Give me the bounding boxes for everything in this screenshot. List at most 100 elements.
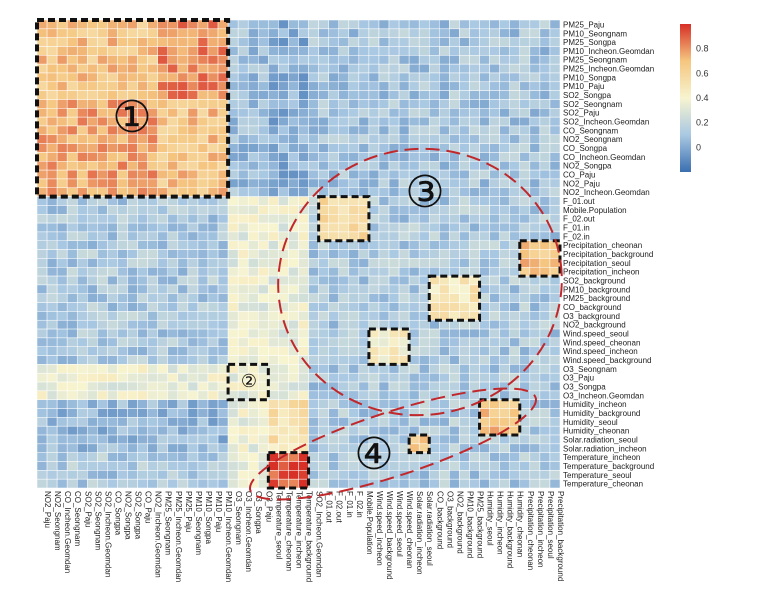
cell-52-46 [499, 478, 510, 489]
cell-26-9 [127, 249, 138, 259]
cell-34-0 [36, 319, 48, 330]
cell-28-37 [408, 267, 420, 277]
cell-6-40 [439, 72, 450, 83]
cell-32-33 [368, 302, 380, 312]
cell-15-28 [318, 152, 329, 162]
cell-6-33 [368, 72, 380, 83]
cell-16-1 [46, 161, 58, 171]
cell-24-25 [288, 231, 299, 241]
cell-34-7 [107, 319, 118, 330]
cell-4-11 [147, 55, 158, 65]
cell-10-3 [66, 108, 78, 118]
cell-32-12 [157, 302, 169, 312]
cell-42-35 [388, 390, 400, 400]
cell-37-11 [147, 346, 158, 356]
cell-28-17 [207, 267, 219, 277]
cell-22-25 [288, 214, 299, 224]
cell-52-41 [449, 478, 460, 489]
cell-48-28 [318, 443, 329, 453]
cell-22-1 [46, 214, 58, 224]
cell-10-40 [439, 108, 450, 118]
cell-26-35 [388, 249, 400, 259]
cell-2-36 [398, 37, 410, 47]
cell-11-17 [207, 116, 219, 127]
cell-0-37 [408, 19, 420, 30]
cell-43-39 [429, 399, 440, 409]
cell-16-20 [237, 161, 249, 171]
cell-22-46 [499, 214, 510, 224]
cell-9-24 [278, 99, 289, 109]
cell-26-50 [539, 249, 551, 259]
cell-28-21 [247, 267, 259, 277]
cell-27-47 [509, 258, 521, 268]
cell-43-2 [56, 399, 68, 409]
cell-13-34 [378, 134, 390, 144]
cell-1-40 [439, 28, 450, 38]
cell-25-18 [217, 240, 229, 250]
cell-12-39 [429, 125, 440, 136]
cell-30-32 [358, 284, 370, 294]
cluster-boxes [35, 18, 562, 490]
cell-40-36 [398, 372, 410, 383]
cell-15-24 [278, 152, 289, 162]
cell-10-49 [529, 108, 541, 118]
cell-37-46 [499, 346, 510, 356]
cell-25-44 [479, 240, 490, 250]
cell-16-43 [469, 161, 480, 171]
cell-31-51 [549, 293, 561, 303]
cell-9-29 [328, 99, 339, 109]
column-label: PM10_Songpa [204, 491, 213, 544]
cell-43-1 [46, 399, 58, 409]
cell-47-11 [147, 434, 158, 445]
cell-14-10 [137, 143, 148, 153]
cell-5-10 [137, 63, 148, 74]
cell-30-26 [298, 284, 309, 294]
row-label: Precipitation_cheonan [563, 241, 642, 250]
cell-1-16 [197, 28, 209, 38]
cell-45-30 [338, 417, 350, 427]
cell-3-26 [298, 46, 309, 56]
cell-6-48 [519, 72, 531, 83]
cell-46-11 [147, 425, 158, 436]
cell-7-39 [429, 81, 440, 91]
cell-45-25 [288, 417, 299, 427]
cell-35-15 [187, 328, 199, 339]
cell-46-10 [137, 425, 148, 436]
cell-21-19 [227, 205, 239, 215]
cell-23-0 [36, 222, 48, 233]
cell-14-29 [328, 143, 339, 153]
cell-38-50 [539, 355, 551, 365]
cell-32-35 [388, 302, 400, 312]
cell-24-37 [408, 231, 420, 241]
cell-39-38 [418, 364, 430, 374]
cell-46-42 [459, 425, 470, 436]
cell-30-12 [157, 284, 169, 294]
cell-48-7 [107, 443, 118, 453]
cell-39-47 [509, 364, 521, 374]
cell-17-28 [318, 169, 329, 180]
cell-6-27 [308, 72, 319, 83]
cell-41-18 [217, 381, 229, 392]
cell-21-4 [76, 205, 88, 215]
cell-27-22 [258, 258, 269, 268]
cell-13-31 [348, 134, 360, 144]
cell-15-17 [207, 152, 219, 162]
cell-39-6 [97, 364, 108, 374]
cell-39-0 [36, 364, 48, 374]
cell-42-24 [278, 390, 289, 400]
cell-40-30 [338, 372, 350, 383]
cell-44-51 [549, 408, 561, 418]
cell-33-50 [539, 311, 551, 321]
cell-26-8 [117, 249, 128, 259]
cell-26-44 [479, 249, 490, 259]
cell-43-16 [197, 399, 209, 409]
cell-0-34 [378, 19, 390, 30]
cell-5-49 [529, 63, 541, 74]
cell-40-43 [469, 372, 480, 383]
cell-5-33 [368, 63, 380, 74]
cell-3-25 [288, 46, 299, 56]
cell-13-32 [358, 134, 370, 144]
cell-40-39 [429, 372, 440, 383]
cell-4-28 [318, 55, 329, 65]
column-label: SO2_Paju [83, 491, 92, 527]
